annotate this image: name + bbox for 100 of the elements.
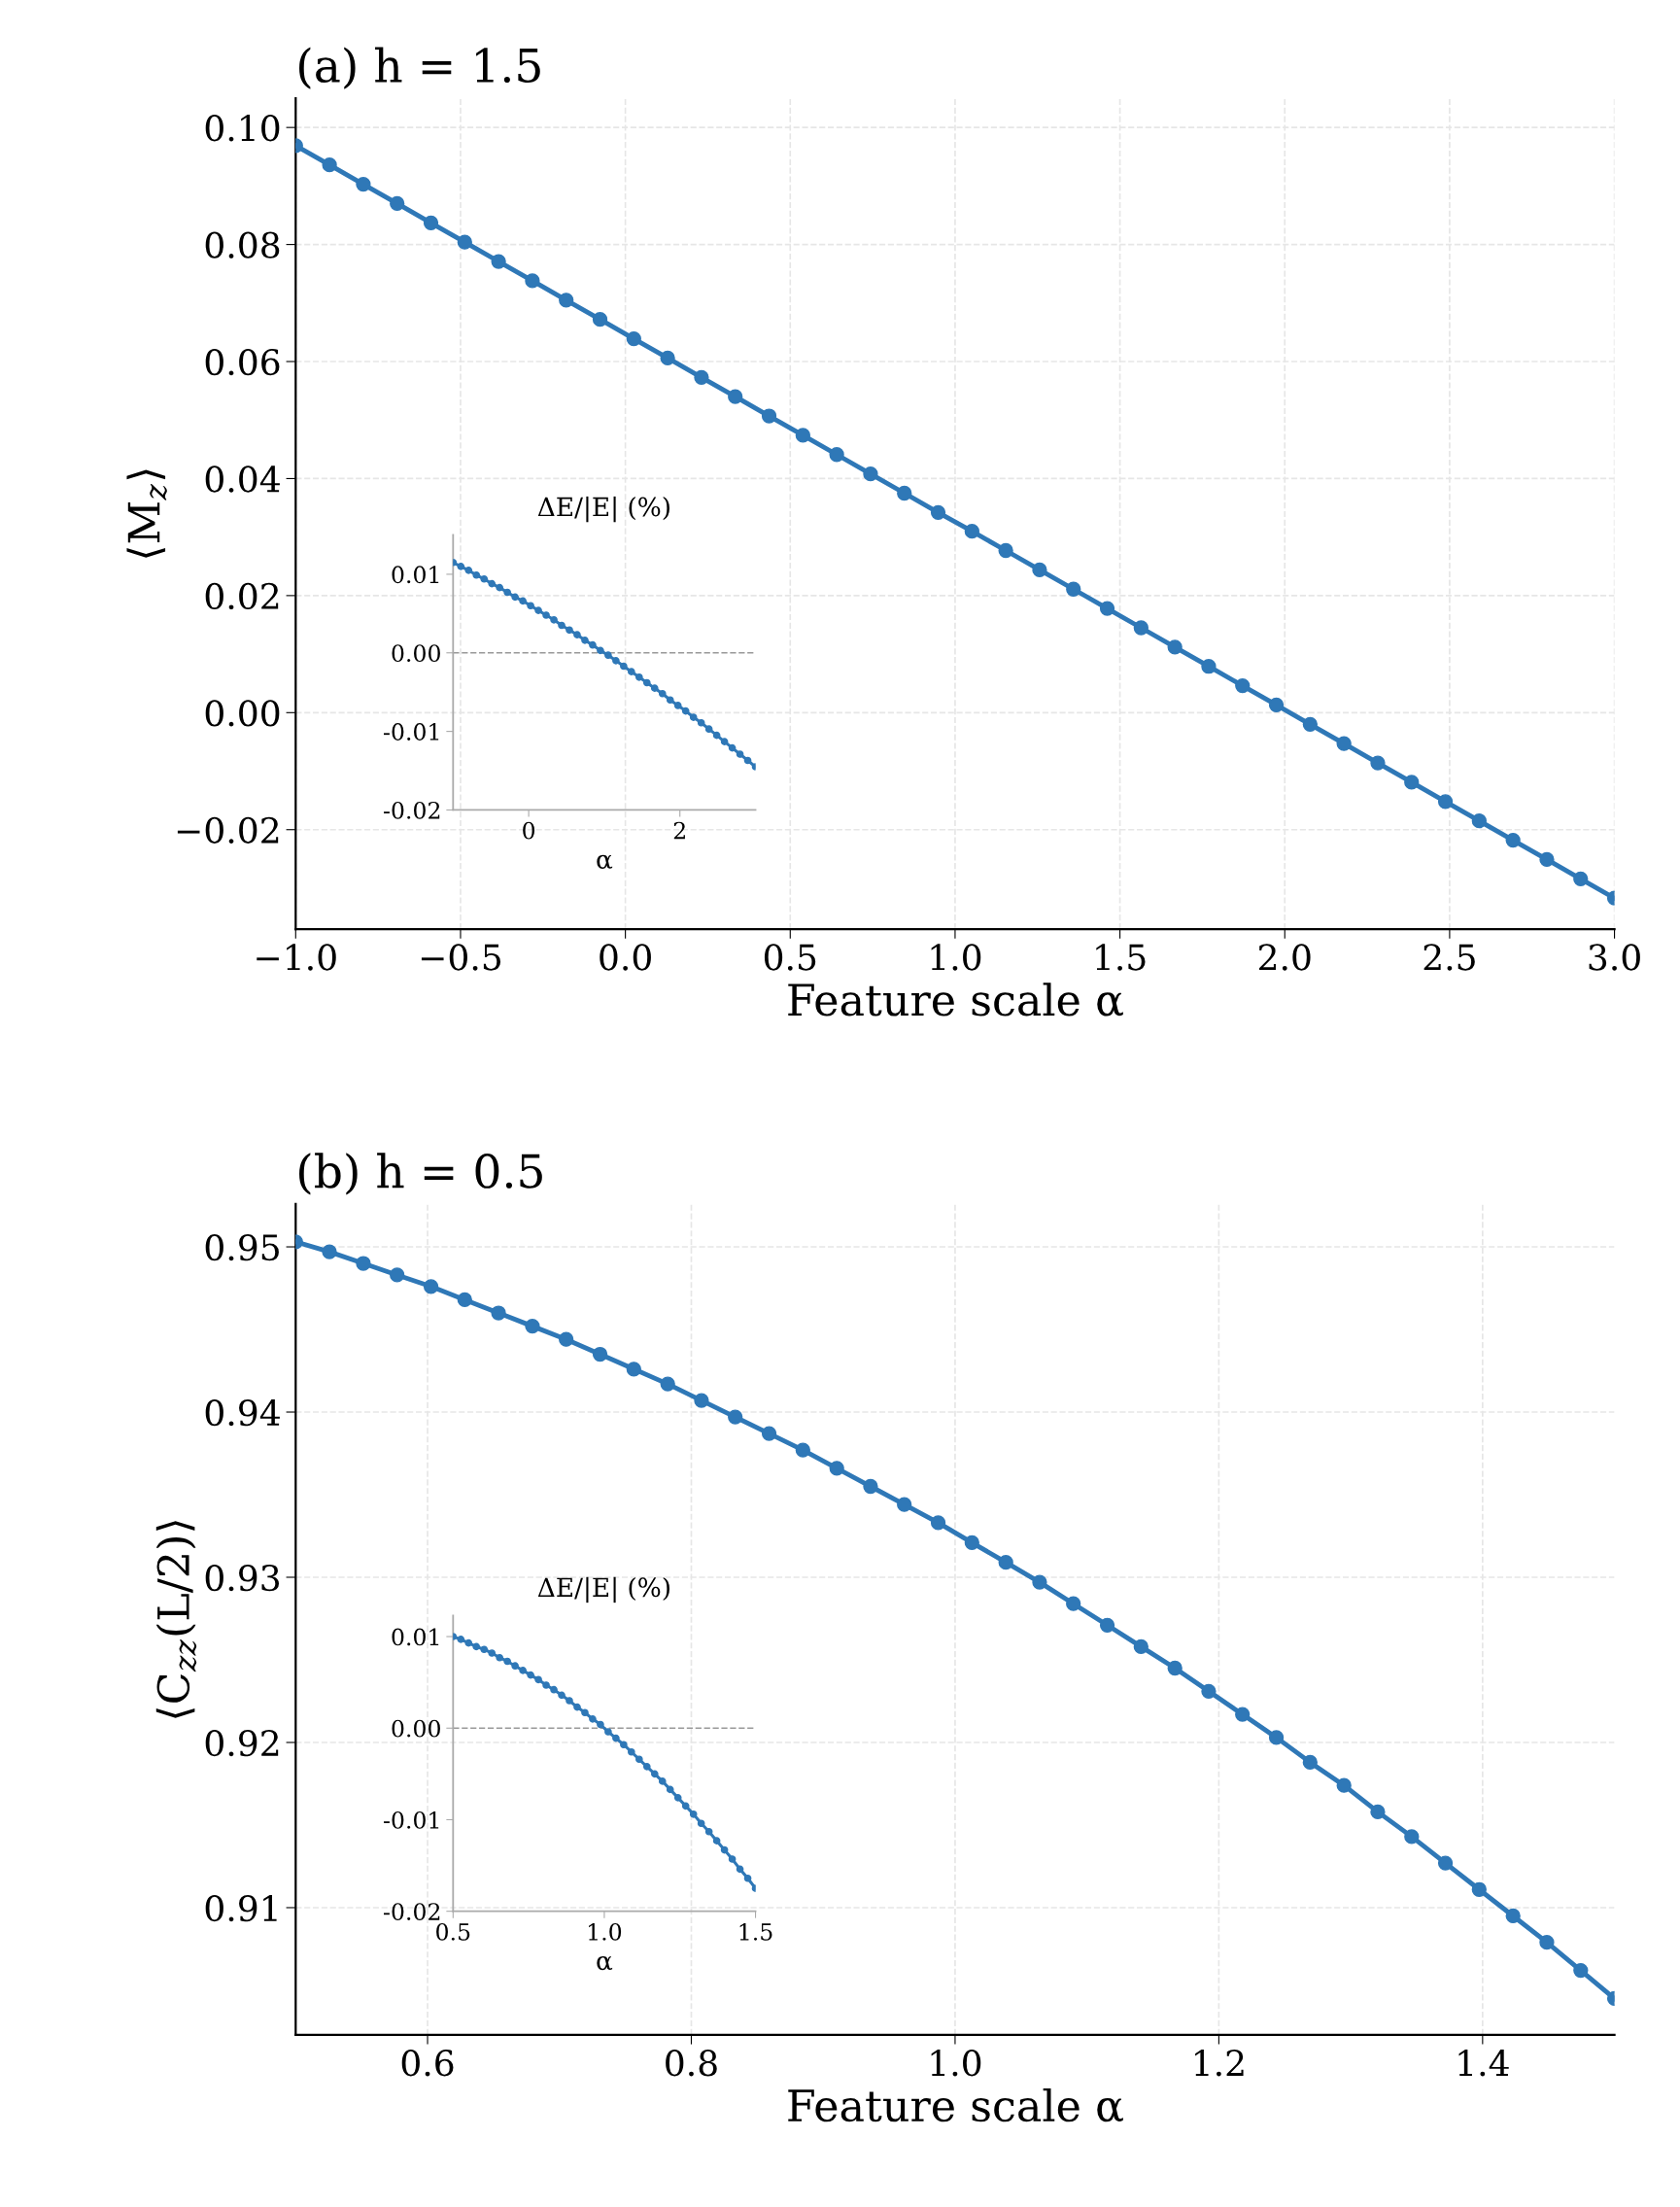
point: [1437, 794, 1454, 810]
point: [795, 1442, 810, 1458]
point: [620, 1741, 628, 1749]
point: [897, 485, 912, 501]
point: [1505, 1908, 1521, 1924]
point: [1437, 1855, 1454, 1871]
y-tick-label: 0.92: [205, 1729, 279, 1757]
point: [930, 504, 946, 521]
y-tick-label: 0.08: [205, 231, 280, 259]
x-tick-label: 2.5: [1423, 944, 1475, 971]
point: [566, 1697, 573, 1705]
point: [673, 702, 682, 709]
point: [519, 1667, 527, 1674]
point: [511, 593, 519, 602]
point: [488, 579, 497, 588]
x-tick-label: 2.0: [1258, 944, 1311, 971]
chart-title: ΔE/|E| (%): [537, 496, 669, 523]
point: [1302, 1754, 1318, 1771]
point: [496, 583, 504, 592]
point: [694, 369, 709, 385]
point: [829, 1461, 844, 1476]
point: [1133, 620, 1149, 636]
point: [728, 389, 743, 404]
point: [550, 615, 558, 624]
point: [666, 696, 674, 705]
point: [697, 718, 705, 727]
x-axis-title: Feature scale α: [788, 2087, 1123, 2122]
x-tick-label: 1.5: [1096, 944, 1146, 971]
point: [1573, 1962, 1589, 1979]
point: [1066, 581, 1081, 597]
point: [527, 602, 534, 610]
point: [650, 684, 659, 692]
x-tick-label: −0.5: [421, 944, 501, 971]
point: [1505, 832, 1521, 848]
point: [863, 1478, 878, 1495]
point: [1235, 677, 1251, 694]
y-tick-label: 0.95: [205, 1233, 279, 1261]
point: [612, 1734, 620, 1742]
x-tick-label: 0: [523, 821, 535, 840]
x-tick-label: 0.0: [600, 944, 651, 971]
point: [736, 1865, 744, 1874]
point: [628, 1747, 635, 1756]
point: [704, 725, 713, 734]
x-tick-label: 1.0: [589, 1922, 622, 1941]
point: [743, 756, 752, 765]
chart-title: (b) h = 0.5: [299, 1153, 542, 1195]
point: [423, 1279, 439, 1294]
point: [534, 606, 542, 614]
point: [930, 1515, 946, 1531]
point: [712, 1837, 721, 1845]
point: [704, 1827, 713, 1836]
point: [322, 157, 337, 173]
point: [457, 1292, 472, 1308]
point: [1268, 1730, 1285, 1745]
point: [423, 215, 439, 230]
point: [642, 678, 651, 687]
point: [581, 1708, 589, 1717]
point: [1099, 601, 1115, 616]
point: [480, 574, 489, 583]
y-tick-label: -0.02: [383, 1903, 440, 1920]
point: [534, 1675, 542, 1684]
point: [558, 621, 566, 630]
point: [573, 631, 581, 638]
point: [728, 743, 737, 752]
point: [1032, 1574, 1047, 1590]
point: [542, 1681, 550, 1689]
point: [673, 1794, 682, 1802]
point: [612, 657, 620, 665]
point: [390, 195, 405, 212]
point: [658, 689, 667, 698]
point: [761, 1426, 777, 1441]
point: [642, 1763, 651, 1771]
point: [728, 1409, 743, 1425]
point: [650, 1770, 659, 1778]
point: [964, 1535, 979, 1550]
x-tick-label: −1.0: [257, 944, 336, 971]
point: [1133, 1638, 1149, 1655]
x-tick-label: 0.5: [436, 1922, 470, 1941]
point: [697, 1819, 705, 1828]
y-tick-label: 0.94: [205, 1398, 280, 1427]
point: [635, 1755, 643, 1764]
x-tick-label: 1.0: [931, 2050, 981, 2077]
point: [863, 466, 878, 482]
y-axis-title: ⟨M$_{z}$⟩: [126, 469, 167, 558]
point: [1032, 562, 1047, 578]
point: [597, 1720, 604, 1729]
y-tick-label: 0.00: [392, 644, 440, 663]
point: [761, 408, 777, 424]
point: [728, 1855, 737, 1863]
x-tick-label: 1.4: [1458, 2050, 1509, 2077]
point: [1370, 1804, 1386, 1820]
point: [597, 646, 604, 655]
point: [689, 713, 698, 721]
y-tick-label: 0.01: [392, 566, 439, 584]
point: [464, 567, 473, 574]
point: [589, 640, 597, 649]
point: [559, 293, 574, 308]
point: [472, 1642, 481, 1651]
point: [592, 312, 608, 328]
point: [694, 1393, 709, 1408]
